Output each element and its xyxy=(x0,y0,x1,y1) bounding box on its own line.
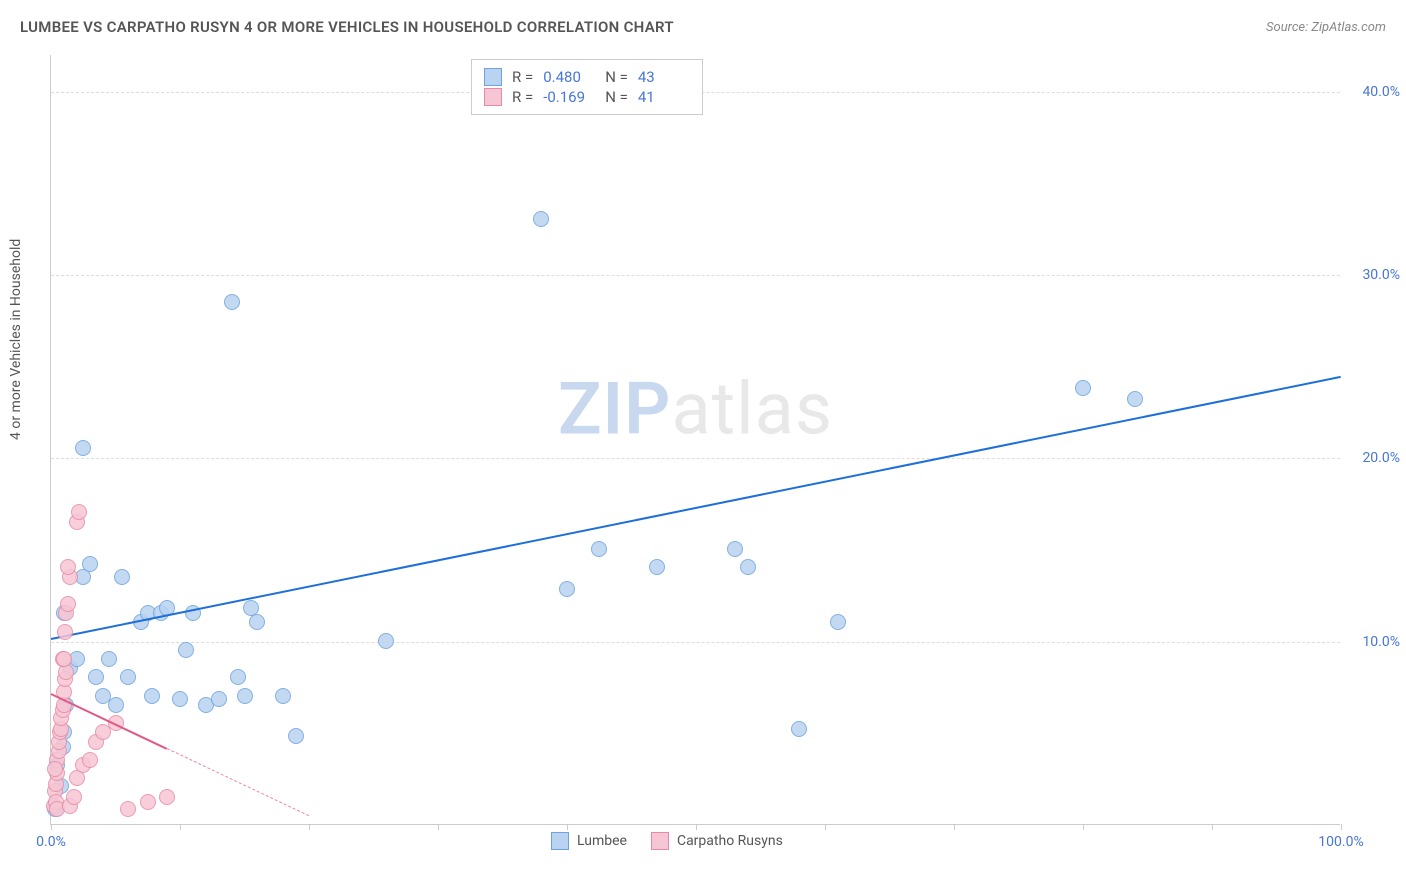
data-point xyxy=(120,669,136,685)
data-point xyxy=(60,596,76,612)
data-point xyxy=(56,651,72,667)
y-tick-label: 20.0% xyxy=(1345,450,1400,466)
correlation-stats-box: R = 0.480 N = 43 R = -0.169 N = 41 xyxy=(471,59,703,115)
x-tick xyxy=(567,824,568,830)
data-point xyxy=(727,541,743,557)
data-point xyxy=(66,789,82,805)
x-tick xyxy=(825,824,826,830)
watermark-zip: ZIP xyxy=(558,366,671,451)
n-label: N = xyxy=(605,68,628,86)
data-point xyxy=(230,669,246,685)
y-tick-label: 30.0% xyxy=(1345,267,1400,283)
data-point xyxy=(75,440,91,456)
x-tick xyxy=(180,824,181,830)
data-point xyxy=(243,600,259,616)
r-value: 0.480 xyxy=(543,68,595,86)
legend: Lumbee Carpatho Rusyns xyxy=(551,832,783,850)
data-point xyxy=(649,559,665,575)
y-tick-label: 40.0% xyxy=(1345,84,1400,100)
data-point xyxy=(101,651,117,667)
data-point xyxy=(533,211,549,227)
data-point xyxy=(178,642,194,658)
data-point xyxy=(172,691,188,707)
data-point xyxy=(60,559,76,575)
watermark-atlas: atlas xyxy=(671,366,833,451)
legend-swatch xyxy=(551,832,569,850)
data-point xyxy=(159,789,175,805)
data-point xyxy=(57,624,73,640)
trend-line xyxy=(51,376,1341,640)
data-point xyxy=(47,761,63,777)
legend-label: Lumbee xyxy=(577,833,627,849)
gridline xyxy=(51,642,1340,643)
x-tick xyxy=(696,824,697,830)
legend-item: Lumbee xyxy=(551,832,627,850)
legend-item: Carpatho Rusyns xyxy=(651,832,783,850)
x-tick xyxy=(954,824,955,830)
data-point xyxy=(211,691,227,707)
data-point xyxy=(114,569,130,585)
r-label: R = xyxy=(512,88,533,106)
x-tick-label: 100.0% xyxy=(1318,834,1363,850)
data-point xyxy=(288,728,304,744)
series-swatch xyxy=(484,68,502,86)
n-label: N = xyxy=(605,88,628,106)
data-point xyxy=(591,541,607,557)
x-tick xyxy=(1341,824,1342,830)
data-point xyxy=(108,697,124,713)
x-tick xyxy=(1083,824,1084,830)
x-tick xyxy=(309,824,310,830)
legend-label: Carpatho Rusyns xyxy=(677,833,783,849)
r-label: R = xyxy=(512,68,533,86)
series-swatch xyxy=(484,88,502,106)
y-tick-label: 10.0% xyxy=(1345,634,1400,650)
scatter-chart: ZIPatlas 10.0%20.0%30.0%40.0%0.0%100.0%R… xyxy=(50,55,1340,825)
data-point xyxy=(140,794,156,810)
data-point xyxy=(740,559,756,575)
stats-row: R = -0.169 N = 41 xyxy=(484,88,690,106)
n-value: 43 xyxy=(638,68,690,86)
data-point xyxy=(275,688,291,704)
y-axis-label: 4 or more Vehicles in Household xyxy=(8,239,24,440)
data-point xyxy=(237,688,253,704)
chart-title: LUMBEE VS CARPATHO RUSYN 4 OR MORE VEHIC… xyxy=(20,18,674,36)
data-point xyxy=(224,294,240,310)
source-attribution: Source: ZipAtlas.com xyxy=(1266,20,1386,35)
data-point xyxy=(559,581,575,597)
x-tick-label: 0.0% xyxy=(36,834,66,850)
data-point xyxy=(830,614,846,630)
data-point xyxy=(249,614,265,630)
n-value: 41 xyxy=(638,88,690,106)
data-point xyxy=(791,721,807,737)
legend-swatch xyxy=(651,832,669,850)
data-point xyxy=(88,669,104,685)
r-value: -0.169 xyxy=(543,88,595,106)
data-point xyxy=(1127,391,1143,407)
trend-line-extrapolation xyxy=(167,748,309,816)
data-point xyxy=(120,801,136,817)
gridline xyxy=(51,275,1340,276)
x-tick xyxy=(51,824,52,830)
header: LUMBEE VS CARPATHO RUSYN 4 OR MORE VEHIC… xyxy=(20,18,1386,36)
x-tick xyxy=(438,824,439,830)
data-point xyxy=(378,633,394,649)
data-point xyxy=(1075,380,1091,396)
watermark: ZIPatlas xyxy=(558,366,833,451)
data-point xyxy=(71,504,87,520)
data-point xyxy=(82,556,98,572)
data-point xyxy=(144,688,160,704)
stats-row: R = 0.480 N = 43 xyxy=(484,68,690,86)
gridline xyxy=(51,458,1340,459)
x-tick xyxy=(1212,824,1213,830)
data-point xyxy=(82,752,98,768)
